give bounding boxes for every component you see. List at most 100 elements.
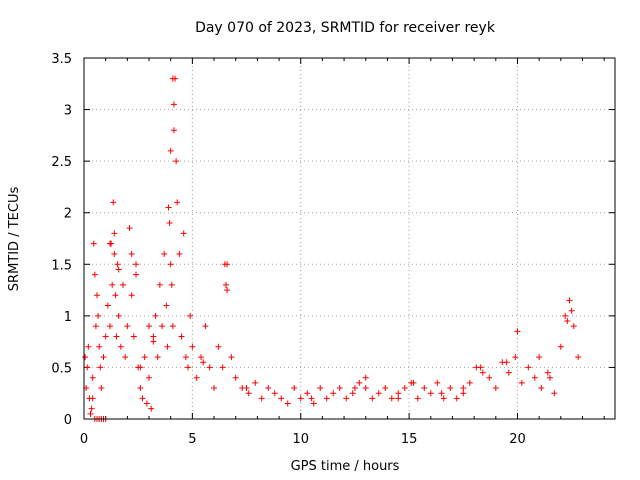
data-point xyxy=(100,354,107,361)
data-point xyxy=(544,369,551,376)
data-point xyxy=(89,374,96,381)
data-point xyxy=(570,323,577,330)
data-point xyxy=(198,354,205,361)
data-point xyxy=(551,390,558,397)
data-point xyxy=(114,261,121,268)
data-point xyxy=(88,405,95,412)
data-point xyxy=(141,354,148,361)
data-point xyxy=(92,323,99,330)
data-point xyxy=(382,385,389,392)
data-point xyxy=(219,364,226,371)
data-point xyxy=(159,323,166,330)
data-point xyxy=(202,323,209,330)
data-point xyxy=(562,312,569,319)
data-point xyxy=(538,385,545,392)
data-point xyxy=(117,343,124,350)
data-point xyxy=(453,395,460,402)
data-point xyxy=(84,364,91,371)
data-point xyxy=(152,312,159,319)
data-point xyxy=(176,250,183,257)
data-point xyxy=(166,220,173,227)
data-point xyxy=(503,359,510,366)
data-point xyxy=(124,323,131,330)
data-point xyxy=(505,369,512,376)
data-point xyxy=(271,390,278,397)
data-point xyxy=(291,385,298,392)
data-point xyxy=(137,364,144,371)
x-tick-label: 5 xyxy=(188,432,196,447)
data-point xyxy=(395,395,402,402)
data-point xyxy=(349,390,356,397)
data-point xyxy=(222,281,229,288)
y-tick-label: 0.5 xyxy=(51,361,72,376)
data-point xyxy=(137,385,144,392)
data-point xyxy=(323,395,330,402)
data-point xyxy=(133,271,140,278)
data-point xyxy=(133,261,140,268)
data-point xyxy=(90,240,97,247)
data-point xyxy=(164,343,171,350)
y-tick-label: 2 xyxy=(64,207,72,222)
data-point xyxy=(245,390,252,397)
chart-title: Day 070 of 2023, SRMTID for receiver rey… xyxy=(195,20,496,36)
data-point xyxy=(224,287,231,294)
data-point xyxy=(130,333,137,340)
data-point xyxy=(414,395,421,402)
data-point xyxy=(189,343,196,350)
data-point xyxy=(336,385,343,392)
data-point xyxy=(91,271,98,278)
data-point xyxy=(531,374,538,381)
data-point xyxy=(187,312,194,319)
data-point xyxy=(102,333,109,340)
x-tick-label: 10 xyxy=(292,432,309,447)
data-point xyxy=(568,307,575,314)
axis-ticks: 0 5 10 15 20 0 0.5 1 1.5 2 2.5 3 3.5 xyxy=(51,52,615,447)
data-point xyxy=(109,281,116,288)
data-points xyxy=(82,75,582,422)
x-tick-label: 15 xyxy=(401,432,418,447)
data-point xyxy=(343,395,350,402)
data-point xyxy=(232,374,239,381)
data-point xyxy=(278,395,285,402)
data-point xyxy=(427,390,434,397)
data-point xyxy=(115,266,122,273)
data-point xyxy=(460,390,467,397)
data-point xyxy=(169,323,176,330)
data-point xyxy=(514,328,521,335)
data-point xyxy=(115,312,122,319)
data-point xyxy=(486,374,493,381)
data-point xyxy=(169,75,176,82)
data-point xyxy=(395,390,402,397)
data-point xyxy=(193,374,200,381)
data-point xyxy=(447,385,454,392)
data-point xyxy=(356,379,363,386)
data-point xyxy=(362,374,369,381)
data-point xyxy=(284,400,291,407)
x-tick-label: 0 xyxy=(80,432,88,447)
data-point xyxy=(156,281,163,288)
data-point xyxy=(128,292,135,299)
data-point xyxy=(120,281,127,288)
data-point xyxy=(388,395,395,402)
data-point xyxy=(215,343,222,350)
data-point xyxy=(111,250,118,257)
data-point xyxy=(252,379,259,386)
data-point xyxy=(95,312,102,319)
data-point xyxy=(112,292,119,299)
data-point xyxy=(564,318,571,325)
data-point xyxy=(89,395,96,402)
data-point xyxy=(180,230,187,237)
data-point xyxy=(111,230,118,237)
data-point xyxy=(243,385,250,392)
data-point xyxy=(536,354,543,361)
data-point xyxy=(98,385,105,392)
data-point xyxy=(146,374,153,381)
data-point xyxy=(113,333,120,340)
data-point xyxy=(173,158,180,165)
data-point xyxy=(401,385,408,392)
data-point xyxy=(154,354,161,361)
data-point xyxy=(161,250,168,257)
plot-frame xyxy=(83,57,616,420)
data-point xyxy=(128,250,135,257)
data-point xyxy=(518,379,525,386)
